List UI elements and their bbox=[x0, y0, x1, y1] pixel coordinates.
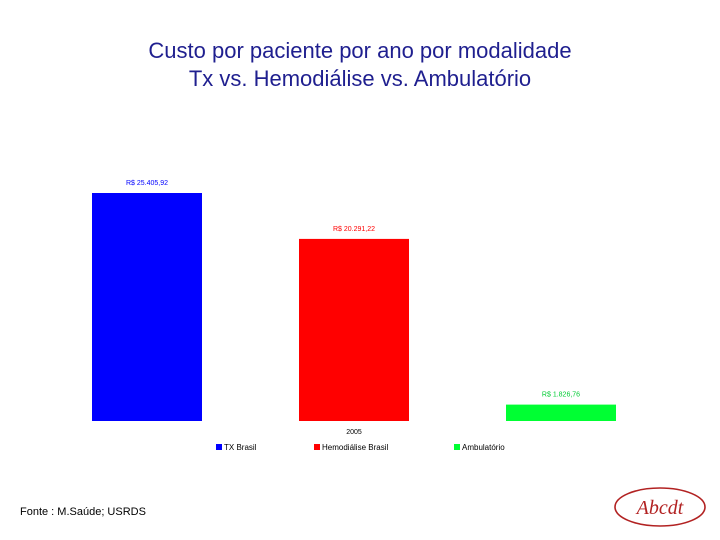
category-label: 2005 bbox=[346, 429, 362, 436]
data-label-1: R$ 25.405,92 bbox=[126, 180, 168, 187]
logo-text: Abcdt bbox=[635, 497, 684, 519]
legend-label-1: TX Brasil bbox=[224, 443, 257, 452]
legend-swatch-3 bbox=[454, 444, 460, 450]
legend: TX Brasil Hemodiálise Brasil Ambulatório bbox=[216, 443, 505, 452]
bars-layer: R$ 25.405,92 R$ 20.291,22 R$ 1.826,76 bbox=[92, 180, 616, 421]
chart-title-line1: Custo por paciente por ano por modalidad… bbox=[148, 38, 572, 63]
data-label-2: R$ 20.291,22 bbox=[333, 226, 375, 233]
chart-title-line2: Tx vs. Hemodiálise vs. Ambulatório bbox=[188, 66, 532, 91]
data-label-3: R$ 1.826,76 bbox=[542, 392, 580, 399]
legend-swatch-1 bbox=[216, 444, 222, 450]
legend-swatch-2 bbox=[314, 444, 320, 450]
legend-label-2: Hemodiálise Brasil bbox=[322, 443, 388, 452]
source-note: Fonte : M.Saúde; USRDS bbox=[20, 506, 146, 518]
abcdt-logo: Abcdt bbox=[614, 487, 706, 527]
bar-1 bbox=[92, 193, 202, 421]
bar-2 bbox=[299, 238, 409, 421]
bar-3 bbox=[506, 404, 616, 421]
legend-label-3: Ambulatório bbox=[462, 443, 505, 452]
